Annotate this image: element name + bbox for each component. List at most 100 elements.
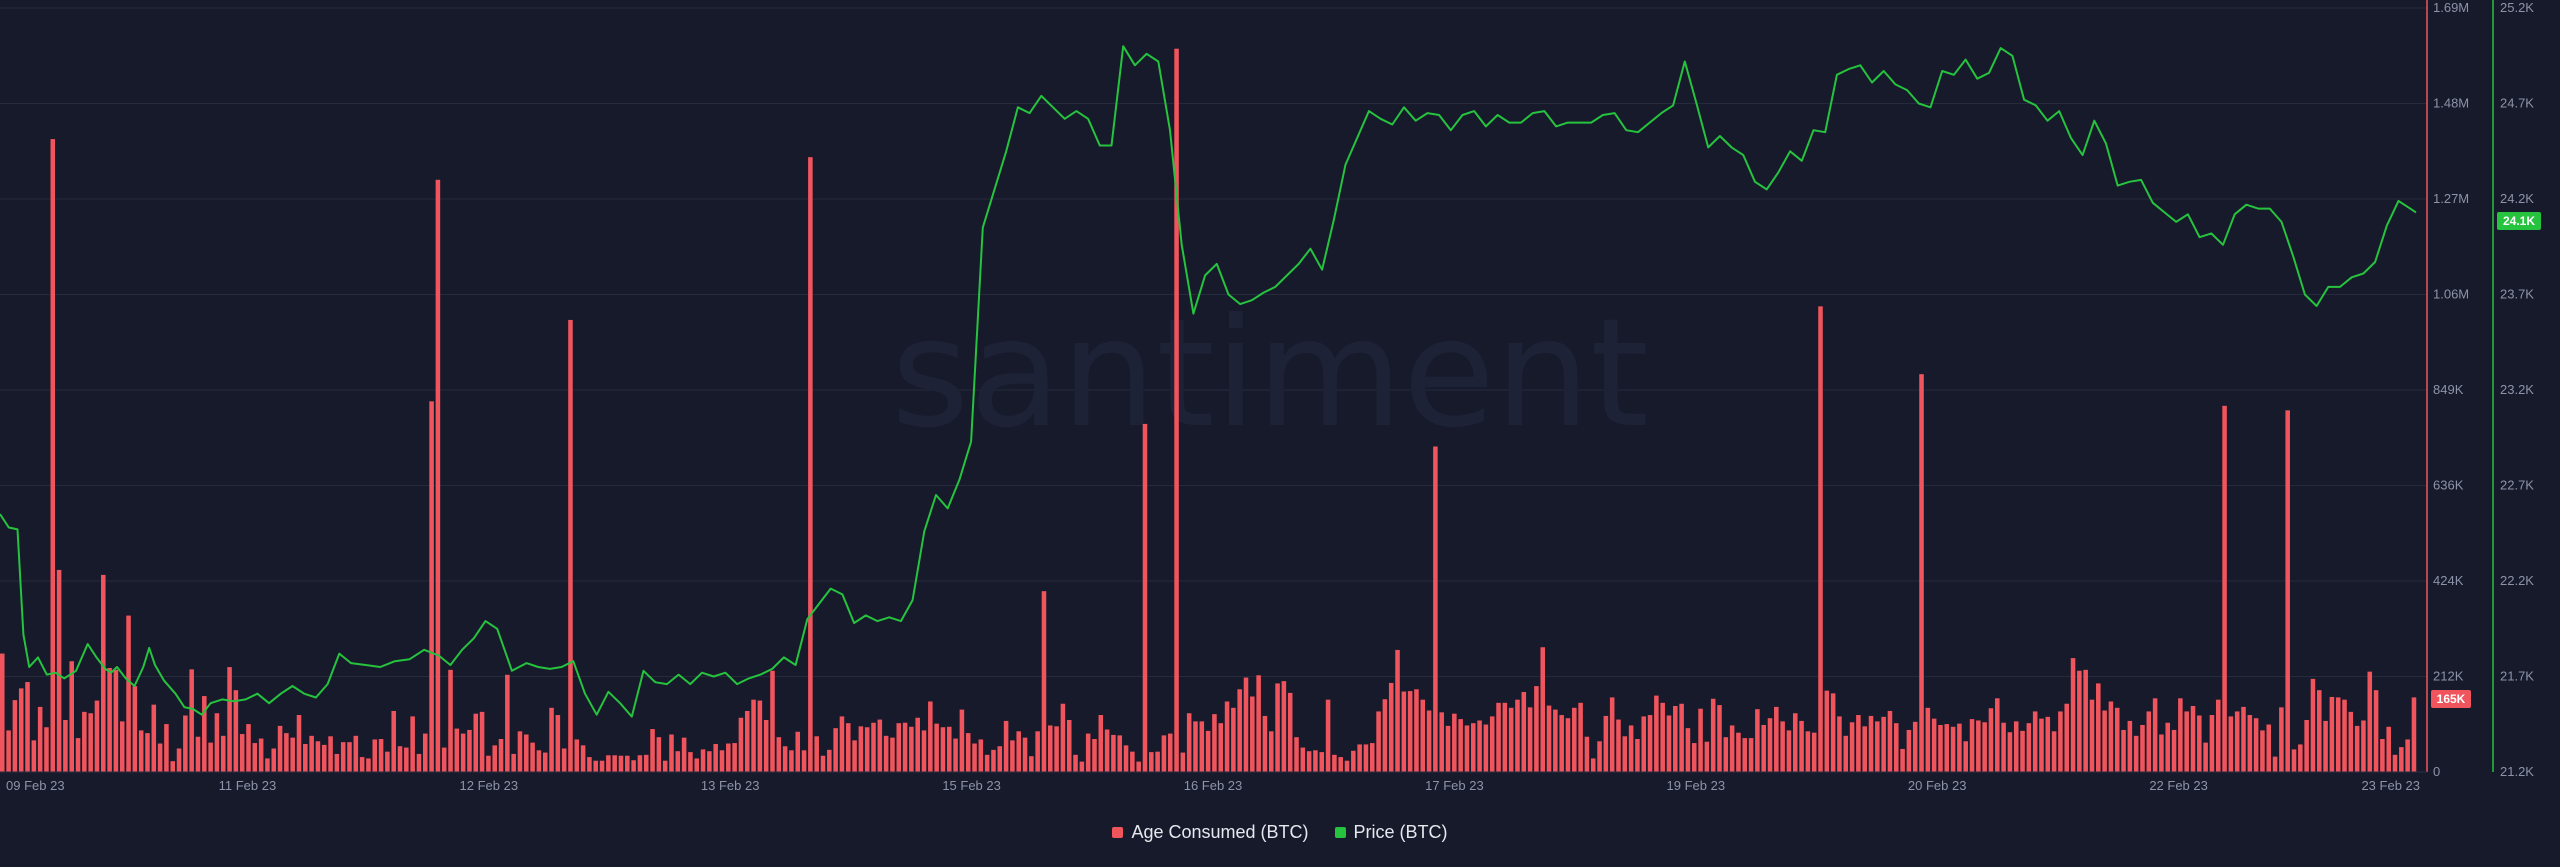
age-consumed-bar (675, 751, 681, 772)
age-consumed-bar (2114, 707, 2120, 772)
age-consumed-bar (871, 722, 876, 772)
legend-price-label: Price (BTC) (1353, 822, 1448, 842)
age-consumed-bar (707, 751, 712, 772)
age-consumed-bar (618, 755, 624, 772)
age-consumed-bar (1628, 725, 1634, 772)
age-consumed-bar (44, 727, 49, 772)
age-consumed-bar (2354, 725, 2360, 772)
date-axis-tick-label: 12 Feb 23 (460, 778, 519, 793)
age-consumed-bar (340, 742, 346, 772)
age-consumed-bar (2310, 678, 2316, 772)
age-consumed-bar (2373, 690, 2379, 772)
age-consumed-bar (1262, 715, 1268, 772)
age-consumed-bar (277, 725, 283, 772)
age-consumed-bar (145, 733, 150, 772)
age-consumed-bar (1048, 725, 1053, 772)
age-consumed-bar (1186, 713, 1192, 772)
age-consumed-bar (1565, 718, 1571, 772)
age-consumed-bar (479, 711, 485, 772)
age-consumed-bar (189, 669, 194, 772)
age-axis-tick-label: 212K (2433, 669, 2464, 684)
age-consumed-bar (1723, 737, 1729, 772)
legend-item-age-consumed[interactable]: Age Consumed (BTC) (1112, 822, 1309, 843)
age-consumed-bar (1376, 711, 1381, 772)
age-consumed-bar (1174, 48, 1179, 772)
age-consumed-bar (2051, 731, 2057, 772)
age-consumed-bar (1407, 691, 1413, 772)
age-consumed-bar (1755, 709, 1760, 772)
age-consumed-bar (1862, 726, 1867, 772)
age-consumed-bar (1837, 716, 1842, 772)
age-consumed-bar (31, 740, 37, 772)
age-consumed-bar (183, 715, 188, 772)
age-consumed-bar (448, 669, 453, 772)
age-consumed-bar (1268, 731, 1274, 772)
age-consumed-bar (1066, 720, 1072, 772)
date-axis-tick-label: 16 Feb 23 (1184, 778, 1243, 793)
age-axis-labels: 1.69M 1.48M 1.27M 1.06M 849K 636K 424K 212K 0 (2433, 0, 2469, 779)
date-axis-labels: 09 Feb 23 11 Feb 23 12 Feb 23 13 Feb 23 15 F… (6, 778, 2420, 793)
age-consumed-bar (2222, 405, 2227, 772)
age-consumed-bar (2184, 711, 2189, 772)
age-consumed-bar (492, 745, 497, 772)
age-consumed-bar (852, 740, 857, 772)
age-consumed-bar (738, 717, 744, 772)
age-consumed-bar (385, 751, 390, 772)
age-consumed-bar (284, 733, 289, 772)
age-consumed-bar (2279, 707, 2284, 772)
age-consumed-bar (1496, 702, 1501, 772)
age-consumed-bar (574, 739, 580, 772)
age-consumed-bar (530, 742, 535, 772)
age-consumed-bar (214, 713, 220, 772)
age-consumed-bar (858, 726, 864, 772)
age-consumed-bar (1281, 681, 1287, 772)
age-consumed-bar (252, 743, 258, 772)
age-consumed-bar (2291, 749, 2297, 772)
age-consumed-bar (669, 734, 674, 772)
age-consumed-bar (612, 755, 617, 772)
age-consumed-bar (410, 716, 415, 772)
age-axis-tick-label: 1.48M (2433, 96, 2469, 111)
age-consumed-bar (1098, 715, 1104, 772)
age-consumed-bar (1180, 752, 1186, 772)
age-axis-tick-label: 1.69M (2433, 0, 2469, 15)
age-consumed-bar (997, 746, 1003, 772)
age-consumed-bar (1900, 748, 1905, 772)
age-consumed-bar (972, 743, 977, 772)
age-consumed-bar (1224, 701, 1230, 772)
date-axis-tick-label: 23 Feb 23 (2361, 778, 2420, 793)
age-consumed-bar (940, 727, 946, 772)
age-consumed-bar (2032, 711, 2038, 772)
age-consumed-bar (1161, 735, 1167, 772)
price-swatch-icon (1334, 827, 1346, 838)
age-consumed-bar (1660, 702, 1665, 772)
age-current-value: 165K (2437, 692, 2466, 706)
age-consumed-bar (101, 574, 106, 772)
age-consumed-bar (233, 690, 239, 772)
age-consumed-bar (1041, 591, 1047, 772)
age-consumed-bar (1736, 732, 1741, 772)
age-consumed-bar (460, 733, 466, 772)
age-consumed-bar (1237, 689, 1242, 772)
age-consumed-bar (18, 688, 24, 772)
age-consumed-bar (441, 747, 447, 772)
age-consumed-bar (1439, 712, 1444, 772)
legend-item-price[interactable]: Price (BTC) (1334, 822, 1448, 843)
age-consumed-bar (1729, 725, 1735, 772)
age-consumed-bar (2203, 742, 2208, 772)
age-consumed-bar (2386, 726, 2391, 772)
age-consumed-bar (1111, 734, 1116, 772)
age-consumed-bar (928, 701, 933, 772)
age-consumed-bar (1300, 747, 1306, 772)
age-consumed-bar (6, 730, 11, 772)
price-axis-labels: 25.2K 24.7K 24.2K 23.7K 23.2K 22.7K 22.2K 21.7K… (2500, 0, 2534, 779)
legend-age-label: Age Consumed (BTC) (1131, 822, 1309, 842)
age-consumed-bar (947, 726, 952, 772)
age-consumed-bar (1212, 714, 1217, 772)
price-current-value-badge: 24.1K (2497, 212, 2541, 230)
age-consumed-bar (2159, 734, 2164, 772)
age-consumed-bar (2329, 696, 2335, 772)
age-consumed-bar (1306, 751, 1312, 772)
age-consumed-bar (953, 738, 958, 772)
age-consumed-bar (454, 728, 460, 772)
